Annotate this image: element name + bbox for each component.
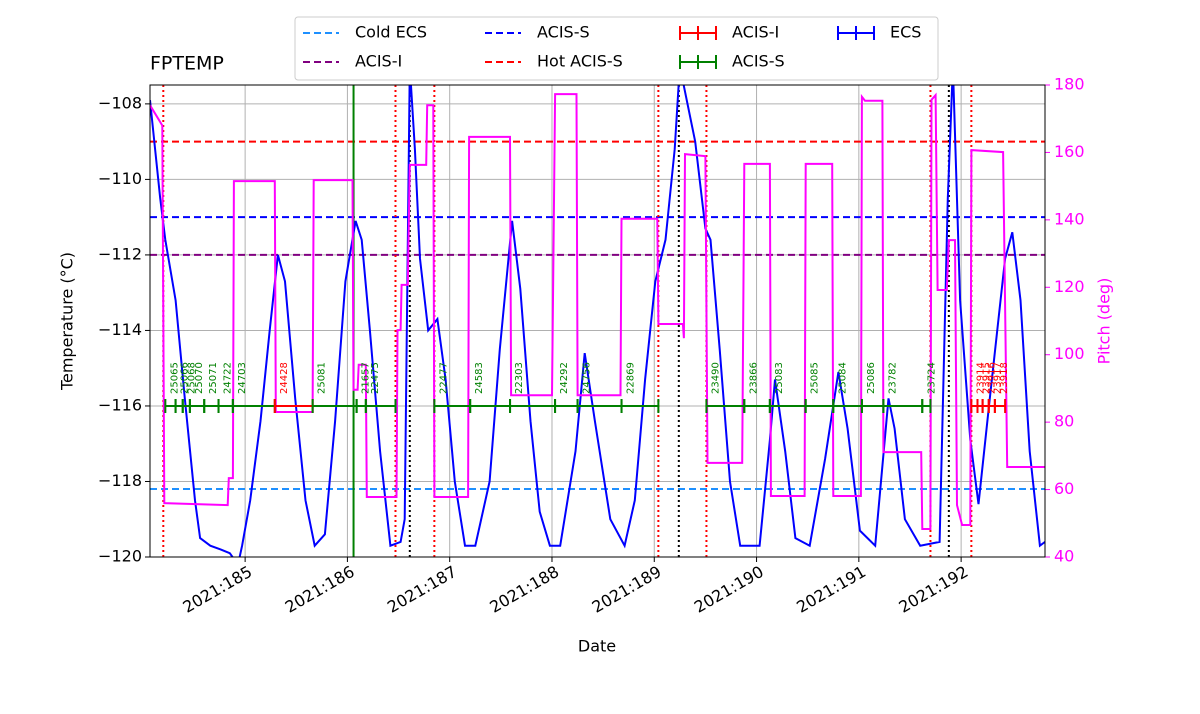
observation-bar	[921, 398, 932, 413]
y2-tick-label: 100	[1054, 344, 1085, 363]
observation-bar	[203, 398, 220, 413]
obsid-label: 25065	[169, 362, 180, 394]
obsid-label: 25068	[187, 362, 198, 394]
obsid-label: 23914	[975, 362, 986, 394]
obsid-label: 25081	[317, 362, 328, 394]
series-line	[150, 85, 1045, 557]
observation-bar	[620, 398, 660, 413]
chart-title: FPTEMP	[150, 53, 224, 75]
x-tick-label: 2021:190	[691, 562, 767, 617]
obsid-label: 25070	[194, 362, 205, 394]
obsid-label: 25084	[837, 362, 848, 394]
obsid-label: 22475	[370, 362, 381, 394]
y2-tick-label: 40	[1054, 547, 1074, 566]
y-tick-label: −110	[98, 169, 142, 188]
obsid-label: 23866	[748, 362, 759, 394]
observation-bar	[576, 398, 623, 413]
obsid-label: 25086	[866, 362, 877, 394]
obsid-label: 23916	[987, 362, 998, 394]
observation-bar	[231, 398, 276, 413]
series-line	[150, 92, 1045, 530]
obsid-label: 23917	[993, 362, 1004, 394]
observation-bar	[355, 398, 367, 413]
x-tick-label: 2021:185	[179, 562, 255, 617]
obsid-label: 23724	[926, 362, 937, 394]
observation-bar	[832, 398, 863, 413]
obsid-label: 24583	[474, 362, 485, 394]
x-tick-label: 2021:192	[895, 562, 971, 617]
observation-bar	[164, 398, 177, 413]
obsid-label: 24756	[582, 362, 593, 394]
y-tick-label: −120	[98, 547, 142, 566]
obsid-label: 24428	[279, 362, 290, 394]
y2-tick-label: 140	[1054, 209, 1085, 228]
y-tick-label: −108	[98, 93, 142, 112]
obsid-label: 24703	[237, 362, 248, 394]
obsid-label: 24722	[223, 362, 234, 394]
x-tick-label: 2021:187	[384, 562, 460, 617]
observation-bar	[509, 398, 557, 413]
observation-bar	[188, 398, 206, 413]
plot-frame	[149, 84, 1046, 558]
y2-tick-label: 180	[1054, 75, 1085, 94]
legend-swatch	[679, 26, 717, 40]
observation-bar	[804, 398, 835, 413]
legend-label: Hot ACIS-S	[537, 52, 623, 71]
y-tick-label: −118	[98, 471, 142, 490]
obsid-label: 22303	[514, 362, 525, 394]
obsid-label: 23915	[981, 362, 992, 394]
obsid-label: 22477	[438, 362, 449, 394]
obsid-label: 25085	[810, 362, 821, 394]
observation-bar	[273, 398, 314, 413]
legend-label: ACIS-S	[537, 23, 590, 42]
legend-label: ACIS-S	[732, 52, 785, 71]
x-tick-label: 2021:189	[589, 562, 665, 617]
observation-bar	[860, 398, 885, 413]
observation-bar	[743, 398, 771, 413]
obsid-label: 24292	[559, 362, 570, 394]
observation-bar	[217, 398, 234, 413]
legend-label: ACIS-I	[355, 52, 402, 71]
observation-bar	[993, 398, 1007, 413]
y2-tick-label: 120	[1054, 277, 1085, 296]
plot-area	[150, 85, 1045, 557]
y-axis-label: Temperature (°C)	[58, 252, 77, 391]
x-tick-label: 2021:186	[282, 562, 358, 617]
obsid-label: 21657	[361, 362, 372, 394]
observation-bar	[174, 398, 184, 413]
observation-bar	[364, 398, 397, 413]
observation-bar	[469, 398, 512, 413]
y2-axis-label: Pitch (deg)	[1095, 278, 1114, 365]
y2-tick-label: 60	[1054, 479, 1074, 498]
legend-swatch	[837, 26, 875, 40]
legend-label: ACIS-I	[732, 23, 779, 42]
x-tick-label: 2021:188	[486, 562, 562, 617]
obsid-label: 25066	[180, 362, 191, 394]
y-tick-label: −114	[98, 320, 142, 339]
y-tick-label: −112	[98, 244, 142, 263]
legend: Cold ECS ACIS-I ACIS-S Hot ACIS-S ACIS-I ACIS…	[294, 16, 939, 81]
obsid-label: 23918	[999, 362, 1010, 394]
y-tick-label: −116	[98, 395, 142, 414]
legend-swatch	[679, 55, 717, 69]
obsid-label: 25071	[208, 362, 219, 394]
obsid-label: 25083	[774, 362, 785, 394]
legend-label: ECS	[890, 23, 921, 42]
observation-bar	[311, 398, 358, 413]
x-axis-label: Date	[578, 637, 616, 656]
y2-tick-label: 160	[1054, 142, 1085, 161]
obsid-label: 23490	[710, 362, 721, 394]
observation-bar	[554, 398, 579, 413]
legend-box	[294, 16, 939, 81]
obsid-label: 22869	[626, 362, 637, 394]
obsid-label: 23782	[887, 362, 898, 394]
x-tick-label: 2021:191	[793, 562, 869, 617]
y2-tick-label: 80	[1054, 412, 1074, 431]
observation-bar	[433, 398, 472, 413]
legend-label: Cold ECS	[355, 23, 427, 42]
observation-bar	[768, 398, 807, 413]
